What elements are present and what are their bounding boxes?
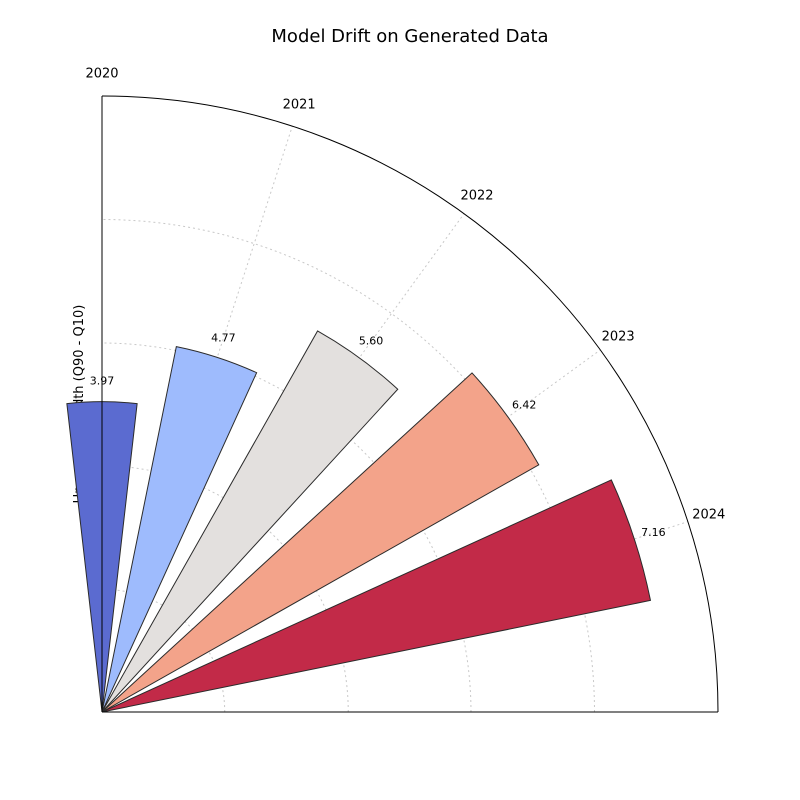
bar-2024 <box>101 479 652 713</box>
category-label-2021: 2021 <box>283 98 316 113</box>
chart-title: Model Drift on Generated Data <box>271 26 548 47</box>
outer-arc <box>101 95 719 713</box>
category-label-2024: 2024 <box>692 507 725 522</box>
bars <box>66 330 652 713</box>
value-label-2020: 3.97 <box>90 375 115 388</box>
category-label-2022: 2022 <box>460 188 493 203</box>
value-label-2022: 5.60 <box>359 335 384 348</box>
bar-2022 <box>101 330 399 713</box>
value-label-2021: 4.77 <box>211 331 236 344</box>
category-label-2023: 2023 <box>602 329 635 344</box>
polar-frame <box>101 95 719 713</box>
bar-2021 <box>101 346 258 713</box>
labels: 2020 2021 2022 2023 2024 3.97 4.77 5.60 6.42 7.16 <box>85 67 725 539</box>
bar-2023 <box>101 372 540 713</box>
value-label-2024: 7.16 <box>641 526 666 539</box>
value-label-2023: 6.42 <box>512 398 537 411</box>
category-label-2020: 2020 <box>85 67 118 82</box>
